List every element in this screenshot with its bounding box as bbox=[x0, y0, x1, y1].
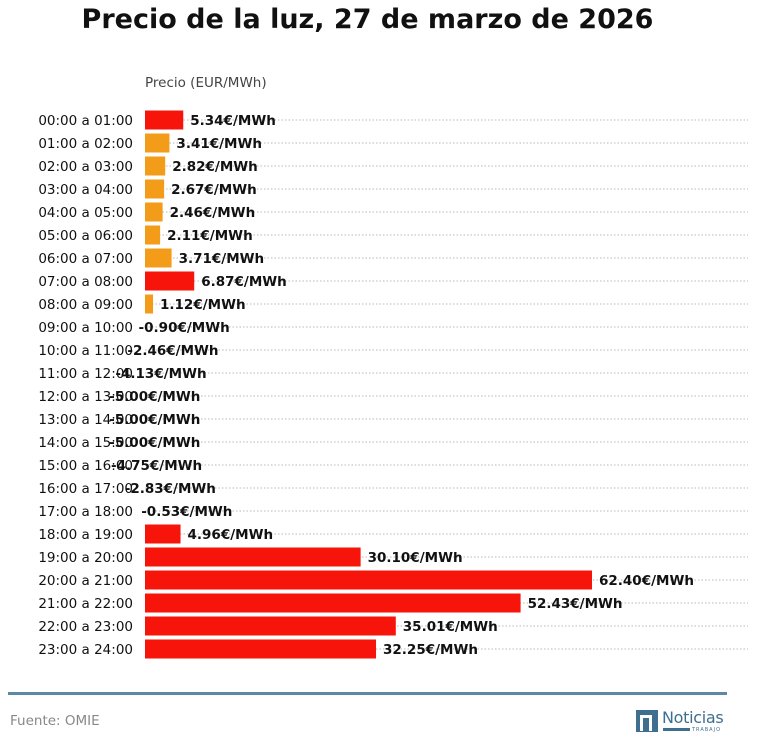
category-tick-label: 23:00 a 24:00 bbox=[38, 642, 133, 658]
value-label: 52.43€/MWh bbox=[528, 596, 623, 612]
category-tick-label: 22:00 a 23:00 bbox=[38, 619, 133, 635]
category-tick-label: 00:00 a 01:00 bbox=[38, 113, 133, 129]
category-tick-label: 14:00 a 15:00 bbox=[38, 435, 133, 451]
value-label: 3.71€/MWh bbox=[179, 251, 265, 267]
price-bar bbox=[145, 524, 181, 544]
value-label: 62.40€/MWh bbox=[599, 573, 694, 589]
value-label: 35.01€/MWh bbox=[403, 619, 498, 635]
price-bar bbox=[145, 294, 154, 314]
value-label: 4.96€/MWh bbox=[188, 527, 274, 543]
value-label: 30.10€/MWh bbox=[368, 550, 463, 566]
price-bar bbox=[145, 248, 172, 268]
category-tick-label: 13:00 a 14:00 bbox=[38, 412, 133, 428]
price-bar bbox=[145, 202, 163, 222]
category-tick-label: 05:00 a 06:00 bbox=[38, 228, 133, 244]
logo-text: Noticias bbox=[662, 708, 724, 727]
value-label: -5.00€/MWh bbox=[109, 412, 200, 428]
value-label: -4.13€/MWh bbox=[115, 366, 206, 382]
category-tick-label: 20:00 a 21:00 bbox=[38, 573, 133, 589]
y-axis-label: Precio (EUR/MWh) bbox=[145, 75, 267, 91]
value-label: 1.12€/MWh bbox=[160, 297, 246, 313]
value-label: -4.75€/MWh bbox=[111, 458, 202, 474]
value-label: 2.82€/MWh bbox=[172, 159, 258, 175]
value-label: 2.11€/MWh bbox=[167, 228, 253, 244]
value-label: 2.46€/MWh bbox=[170, 205, 256, 221]
price-bar bbox=[145, 271, 195, 291]
value-label: -5.00€/MWh bbox=[109, 389, 200, 405]
price-bar bbox=[145, 547, 361, 567]
value-label: 5.34€/MWh bbox=[190, 113, 276, 129]
price-bar bbox=[145, 110, 184, 130]
category-tick-label: 10:00 a 11:00 bbox=[38, 343, 133, 359]
category-tick-label: 03:00 a 04:00 bbox=[38, 182, 133, 198]
logo-mark-icon bbox=[636, 710, 658, 732]
category-tick-label: 04:00 a 05:00 bbox=[38, 205, 133, 221]
value-label: -0.53€/MWh bbox=[141, 504, 232, 520]
value-label: -0.90€/MWh bbox=[139, 320, 230, 336]
category-tick-label: 01:00 a 02:00 bbox=[38, 136, 133, 152]
category-tick-label: 11:00 a 12:00 bbox=[38, 366, 133, 382]
category-tick-label: 15:00 a 16:00 bbox=[38, 458, 133, 474]
value-label: 6.87€/MWh bbox=[201, 274, 287, 290]
category-tick-label: 19:00 a 20:00 bbox=[38, 550, 133, 566]
logo-underline bbox=[663, 728, 690, 731]
value-label: -2.46€/MWh bbox=[127, 343, 218, 359]
price-bar bbox=[145, 616, 396, 636]
bar-chart: Precio (EUR/MWh) 00:00 a 01:00 01:00 a 02… bbox=[38, 75, 748, 659]
logo-subtext: TRABAJO bbox=[692, 727, 722, 733]
category-tick-label: 06:00 a 07:00 bbox=[38, 251, 133, 267]
price-bar bbox=[145, 639, 377, 659]
price-bar bbox=[145, 570, 592, 590]
category-tick-label: 12:00 a 13:00 bbox=[38, 389, 133, 405]
category-tick-label: 18:00 a 19:00 bbox=[38, 527, 133, 543]
value-label: -5.00€/MWh bbox=[109, 435, 200, 451]
price-bar bbox=[145, 179, 165, 199]
category-tick-label: 16:00 a 17:00 bbox=[38, 481, 133, 497]
footer-divider bbox=[8, 692, 727, 695]
category-tick-label: 17:00 a 18:00 bbox=[38, 504, 133, 520]
price-bar bbox=[145, 133, 170, 153]
chart-title: Precio de la luz, 27 de marzo de 2026 bbox=[81, 4, 654, 35]
value-label: 3.41€/MWh bbox=[176, 136, 262, 152]
category-tick-label: 21:00 a 22:00 bbox=[38, 596, 133, 612]
price-bar bbox=[145, 225, 161, 245]
price-bar bbox=[145, 593, 521, 613]
grid-lines bbox=[145, 119, 748, 650]
value-label: 32.25€/MWh bbox=[383, 642, 478, 658]
category-ticks: 00:00 a 01:00 01:00 a 02:00 02:00 a 03:00 0… bbox=[38, 113, 133, 658]
category-tick-label: 02:00 a 03:00 bbox=[38, 159, 133, 175]
category-tick-label: 08:00 a 09:00 bbox=[38, 297, 133, 313]
category-tick-label: 07:00 a 08:00 bbox=[38, 274, 133, 290]
noticias-trabajo-logo: Noticias TRABAJO bbox=[636, 708, 730, 735]
value-labels: 5.34€/MWh 3.41€/MWh 2.82€/MWh 2.67€/MWh 2.46… bbox=[109, 113, 694, 658]
source-note: Fuente: OMIE bbox=[10, 713, 100, 729]
bars-group bbox=[145, 110, 592, 659]
value-label: -2.83€/MWh bbox=[125, 481, 216, 497]
price-bar bbox=[145, 156, 166, 176]
value-label: 2.67€/MWh bbox=[171, 182, 257, 198]
category-tick-label: 09:00 a 10:00 bbox=[38, 320, 133, 336]
